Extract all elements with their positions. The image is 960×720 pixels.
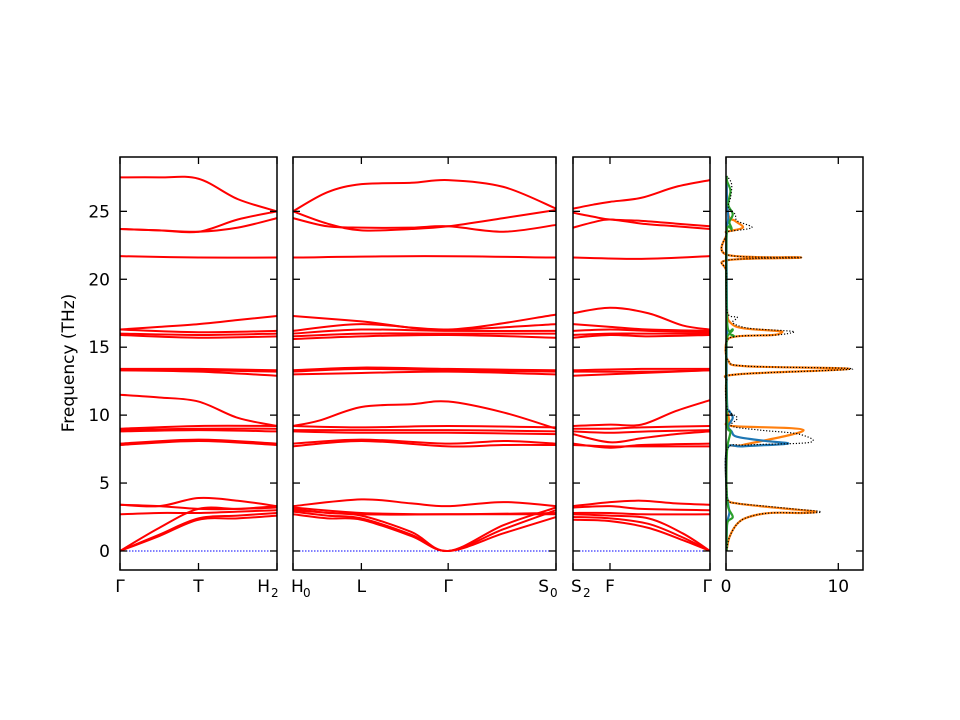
band-line-3-14 (572, 424, 711, 430)
band-line-1-11 (119, 369, 278, 377)
x-tick-label: Γ (115, 577, 125, 597)
band-line-1-14 (119, 427, 278, 432)
band-line-1-8 (119, 333, 278, 339)
x-tick-label: S (571, 577, 582, 597)
band-line-2-16 (292, 430, 557, 436)
band-line-1-21 (119, 506, 278, 552)
band-line-3-3 (572, 218, 711, 230)
band-line-3-19 (572, 499, 711, 508)
band-line-3-7 (572, 328, 711, 334)
band-line-2-23 (292, 509, 557, 552)
x-tick-label: F (605, 577, 615, 597)
band-line-2-17 (292, 438, 557, 445)
y-tick-label: 0 (99, 542, 110, 562)
band-line-1-15 (119, 429, 278, 433)
band-line-2-10 (292, 366, 557, 372)
band-line-2-4 (292, 255, 557, 259)
dos-x-tick-label: 10 (827, 577, 849, 597)
band-line-3-21 (572, 511, 711, 516)
band-line-2-24 (292, 513, 557, 552)
band-line-2-6 (292, 323, 557, 332)
dos-curve-total (720, 175, 854, 552)
y-tick-label: 10 (88, 406, 110, 426)
x-tick-label: Γ (703, 577, 713, 597)
x-tick-label: T (192, 577, 204, 597)
y-tick-label: 20 (88, 270, 110, 290)
band-line-3-5 (572, 306, 711, 331)
band-line-3-22 (572, 513, 711, 552)
dos-curve-green (724, 175, 735, 552)
x-tick-label: S (538, 577, 549, 597)
band-line-3-16 (572, 430, 711, 444)
band-line-2-7 (292, 328, 557, 335)
band-line-2-13 (292, 400, 557, 430)
band-panel-1: 0 5 10 15 20 25 Γ T H 2 (88, 156, 279, 600)
y-tick-label: 5 (99, 474, 110, 494)
band-line-2-14 (292, 424, 557, 429)
dos-curve-blue (724, 175, 790, 552)
band-line-3-10 (572, 367, 711, 372)
band-line-3-13 (572, 399, 711, 427)
band-line-3-8 (572, 332, 710, 336)
band-line-3-23 (572, 516, 711, 552)
band-line-2-1 (292, 178, 557, 213)
band-line-3-4 (572, 255, 711, 260)
band-line-2-9 (292, 333, 557, 341)
band-line-1-6 (119, 328, 278, 334)
dos-x-tick-label: 0 (721, 577, 732, 597)
y-tick-label: 25 (88, 202, 110, 222)
band-line-1-23 (119, 514, 278, 552)
band-line-3-6 (572, 323, 711, 332)
band-line-2-18 (292, 439, 557, 448)
y-tick-label: 15 (88, 338, 110, 358)
y-axis-label: Frequency (THz) (59, 294, 79, 433)
band-line-3-9 (572, 333, 711, 339)
x-tick-label-subscript: 2 (271, 586, 279, 600)
band-line-2-15 (293, 428, 557, 433)
x-tick-label: L (357, 577, 367, 597)
dos-curve-orange (720, 175, 851, 552)
band-line-1-7 (119, 332, 278, 336)
x-tick-label-subscript: 0 (303, 586, 311, 600)
band-line-1-22 (119, 511, 278, 552)
x-tick-label: Γ (443, 577, 453, 597)
band-line-2-3 (292, 217, 557, 233)
band-line-2-22 (292, 506, 557, 552)
band-line-1-12 (119, 393, 278, 427)
band-line-3-2 (572, 211, 711, 228)
band-line-2-19 (292, 498, 557, 508)
panel-frame (572, 156, 711, 571)
x-tick-label: H (291, 577, 304, 597)
x-tick-label-subscript: 2 (583, 586, 591, 600)
band-line-3-15 (572, 429, 711, 434)
dos-panel: 0 10 (720, 156, 864, 597)
band-line-1-4 (119, 255, 278, 259)
band-line-1-9 (119, 367, 278, 372)
band-line-1-20 (119, 509, 278, 516)
band-line-3-24 (572, 518, 711, 552)
band-line-3-12 (572, 369, 711, 377)
panel-frame (292, 156, 557, 571)
band-line-1-17 (119, 439, 278, 447)
dos-frame (725, 156, 864, 571)
band-line-2-2 (292, 208, 557, 232)
band-line-2-8 (292, 332, 556, 338)
band-line-1-3 (119, 217, 278, 233)
band-line-1-1 (119, 175, 278, 213)
band-line-3-1 (572, 179, 711, 210)
x-tick-label-subscript: 0 (550, 586, 558, 600)
band-line-3-18 (572, 444, 710, 448)
x-tick-label: H (257, 577, 270, 597)
band-line-1-16 (119, 438, 278, 445)
band-line-1-5 (119, 314, 278, 331)
band-line-1-13 (119, 424, 278, 430)
band-line-3-20 (572, 505, 711, 512)
band-line-2-12 (292, 370, 557, 376)
band-line-2-11 (292, 367, 557, 373)
